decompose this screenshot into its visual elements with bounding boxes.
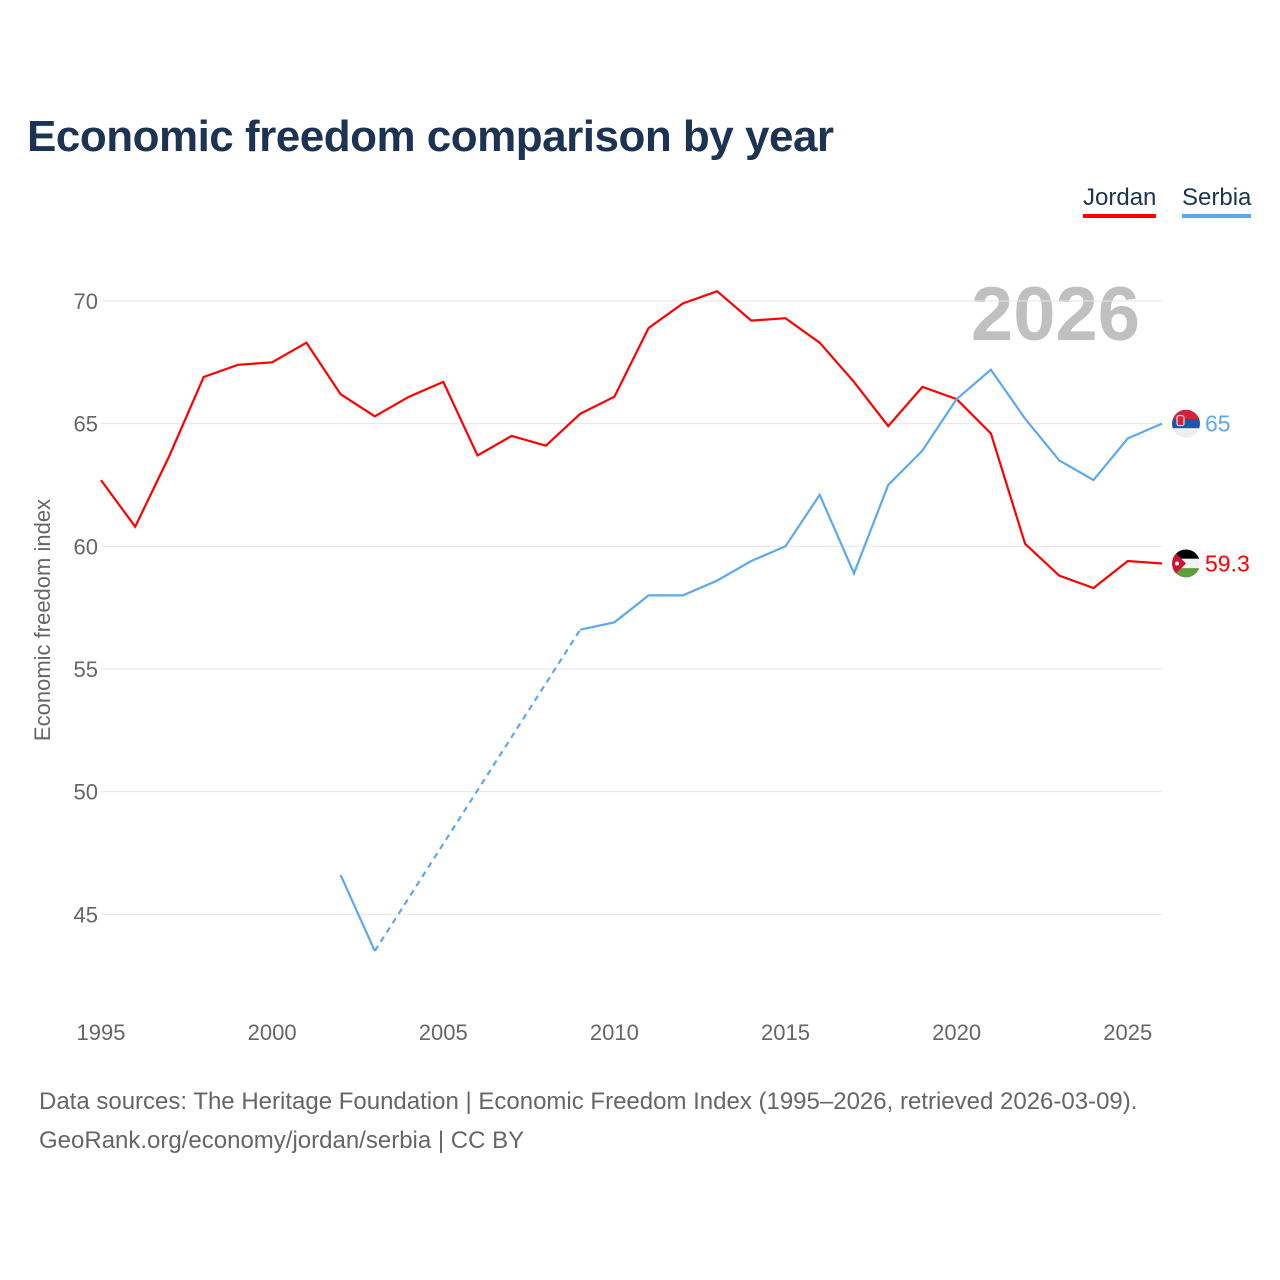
footer-sources: Data sources: The Heritage Foundation | …: [39, 1088, 1138, 1115]
y-tick-label: 45: [74, 902, 98, 927]
x-tick-label: 2015: [761, 1020, 810, 1045]
end-label-serbia: 65: [1205, 411, 1231, 437]
y-tick-label: 65: [74, 412, 98, 437]
x-tick-label: 2010: [590, 1020, 639, 1045]
x-tick-label: 2020: [932, 1020, 981, 1045]
y-tick-label: 55: [74, 657, 98, 682]
series-line-serbia: [579, 368, 1163, 631]
flag-serbia-icon: [1172, 409, 1200, 438]
y-tick-label: 70: [74, 289, 98, 314]
chart-title: Economic freedom comparison by year: [27, 112, 834, 161]
x-tick-label: 2025: [1103, 1020, 1152, 1045]
series-line-serbia: [339, 874, 376, 952]
x-tick-label: 1995: [77, 1020, 126, 1045]
year-watermark: 2026: [971, 272, 1140, 357]
footer-credit: GeoRank.org/economy/jordan/serbia | CC B…: [39, 1127, 525, 1154]
end-label-jordan: 59.3: [1205, 550, 1250, 576]
flag-jordan-icon: [1172, 549, 1200, 578]
y-tick-label: 60: [74, 534, 98, 559]
y-axis-label: Economic freedom index: [30, 499, 55, 741]
series-line-serbia-gap: [373, 629, 582, 952]
series-line-jordan: [100, 289, 1163, 590]
x-tick-label: 2005: [419, 1020, 468, 1045]
x-tick-label: 2000: [248, 1020, 297, 1045]
legend-jordan[interactable]: Jordan: [1083, 184, 1157, 218]
legend-serbia[interactable]: Serbia: [1182, 184, 1252, 218]
y-tick-label: 50: [74, 780, 98, 805]
